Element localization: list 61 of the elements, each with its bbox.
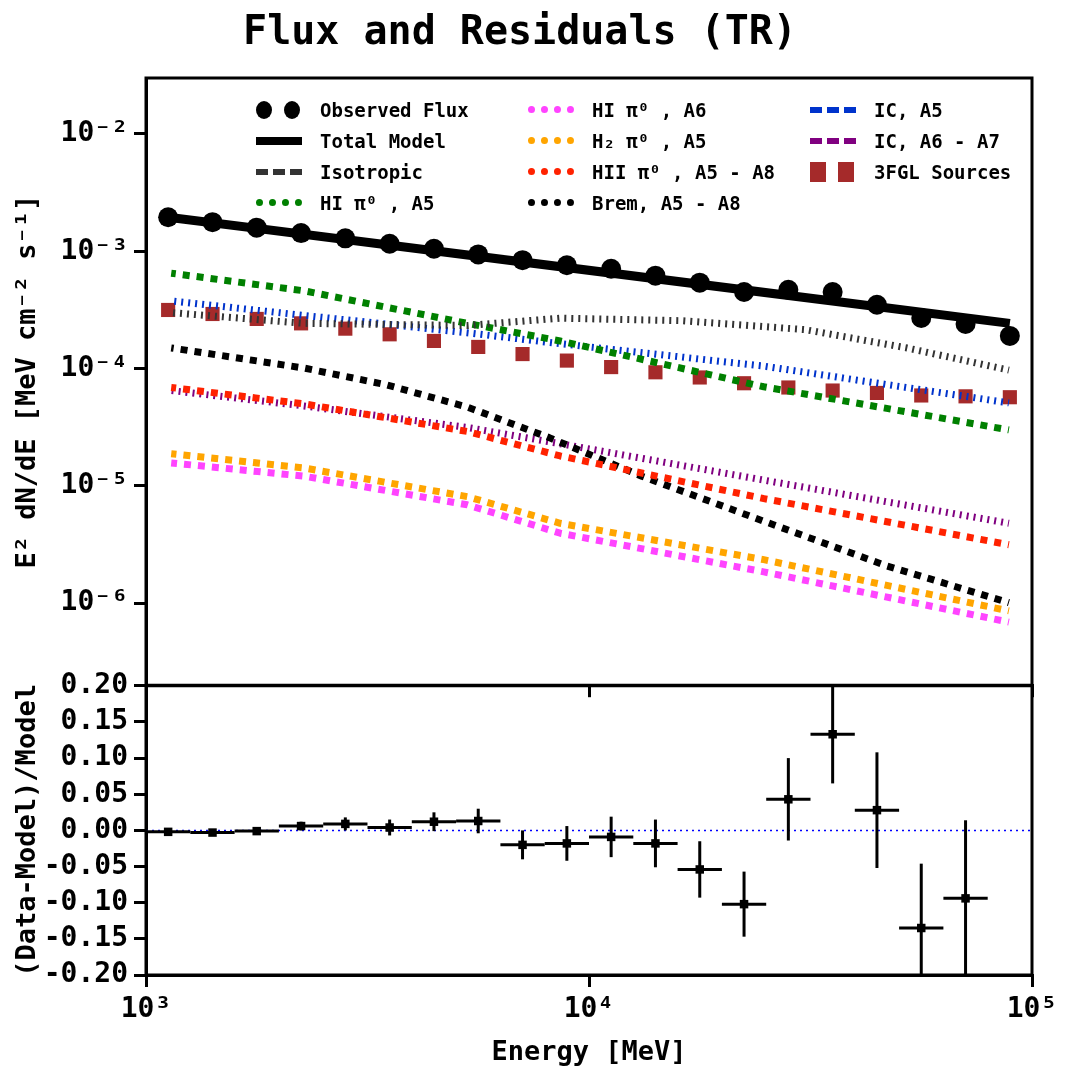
- legend-label: IC, A5: [874, 98, 943, 121]
- point: [471, 339, 486, 354]
- point: [604, 360, 619, 375]
- y-tick-label: -0.15: [43, 920, 128, 954]
- legend-label: 3FGL Sources: [874, 160, 1012, 183]
- chart-title: Flux and Residuals (TR): [243, 7, 797, 54]
- point: [161, 302, 176, 318]
- point: [426, 333, 442, 349]
- legend-label: HI π⁰ , A5: [320, 191, 435, 214]
- y-tick-label: -0.20: [43, 956, 128, 990]
- y-tick-label: -0.10: [43, 883, 128, 917]
- legend-label: HII π⁰ , A5 - A8: [592, 160, 776, 183]
- y-tick-label: 0.00: [60, 811, 128, 845]
- point: [335, 228, 356, 249]
- point: [423, 238, 444, 259]
- point: [1002, 390, 1017, 405]
- x-tick-label: 10³: [120, 991, 172, 1025]
- point: [645, 265, 666, 286]
- y-axis-title: (Data-Model)/Model: [10, 684, 42, 977]
- point: [515, 346, 530, 362]
- legend-label: Total Model: [320, 129, 446, 152]
- point: [778, 279, 799, 300]
- point: [158, 207, 179, 228]
- point: [246, 217, 267, 238]
- y-tick-label: 10⁻²: [60, 115, 128, 149]
- point: [556, 255, 577, 276]
- point: [999, 325, 1020, 346]
- point: [601, 258, 622, 279]
- point: [202, 212, 223, 233]
- y-axis-title: E² dN/dE [MeV cm⁻² s⁻¹]: [10, 194, 42, 569]
- point: [911, 307, 932, 328]
- y-tick-label: 10⁻⁶: [60, 584, 128, 618]
- point: [468, 244, 489, 265]
- y-tick-label: 10⁻⁵: [60, 467, 128, 501]
- point: [648, 365, 663, 380]
- legend-label: HI π⁰ , A6: [592, 98, 707, 121]
- legend-label: Observed Flux: [320, 98, 469, 121]
- y-tick-label: 10⁻⁴: [60, 349, 128, 383]
- point: [734, 281, 755, 302]
- x-tick-label: 10⁴: [563, 991, 615, 1025]
- x-tick-label: 10⁵: [1006, 991, 1058, 1025]
- x-axis-title: Energy [MeV]: [491, 1034, 687, 1066]
- point: [866, 294, 887, 315]
- point: [869, 385, 885, 401]
- point: [559, 353, 574, 368]
- y-tick-label: 0.20: [60, 667, 128, 701]
- legend-label: Brem, A5 - A8: [592, 191, 741, 214]
- y-tick-label: 10⁻³: [60, 232, 128, 266]
- point: [291, 223, 312, 244]
- y-tick-label: 0.05: [60, 775, 128, 809]
- point: [379, 233, 400, 254]
- legend-label: Isotropic: [320, 160, 423, 183]
- y-tick-label: 0.15: [60, 703, 128, 737]
- y-tick-label: 0.10: [60, 739, 128, 773]
- y-tick-label: -0.05: [43, 847, 128, 881]
- legend-label: IC, A6 - A7: [874, 129, 1000, 152]
- point: [825, 383, 840, 398]
- point: [689, 272, 710, 293]
- point: [382, 327, 397, 342]
- legend-label: H₂ π⁰ , A5: [592, 129, 707, 152]
- point: [512, 250, 533, 271]
